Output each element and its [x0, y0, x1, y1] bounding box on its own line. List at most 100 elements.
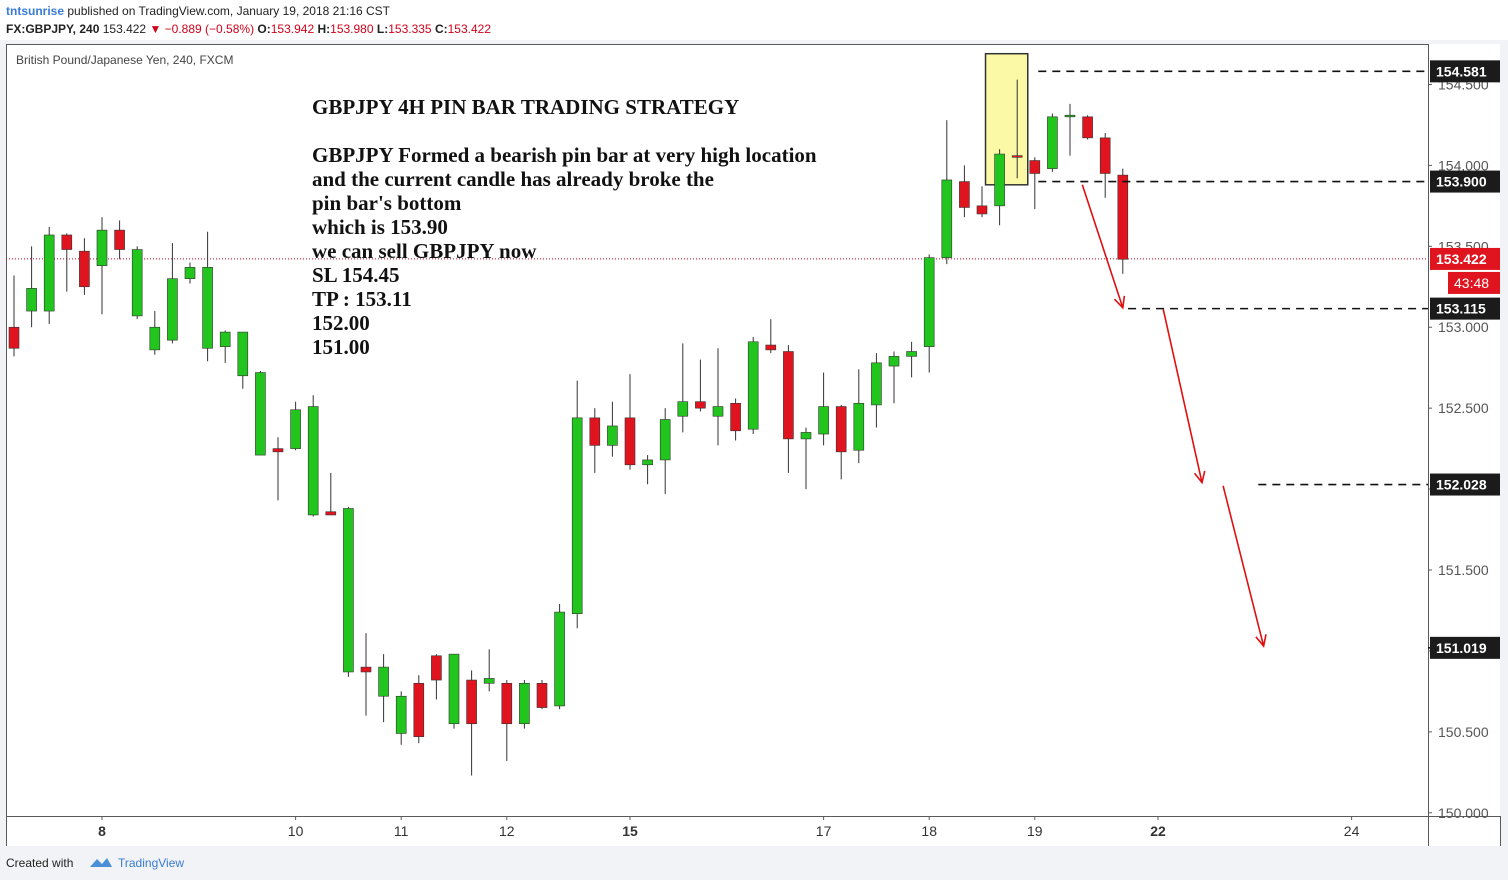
candle-body: [624, 417, 636, 466]
annotation-line: 152.00: [312, 311, 370, 335]
level-label-box: [1430, 473, 1500, 496]
candle-body: [1099, 137, 1111, 174]
candle-body: [483, 678, 495, 684]
arrow-head: [1255, 634, 1267, 648]
candle-body: [589, 417, 601, 446]
level-label: 153.900: [1436, 174, 1487, 190]
candle-body: [325, 511, 337, 516]
created-with-text: Created with: [6, 856, 74, 870]
candle-body: [448, 653, 460, 725]
candle-body: [730, 402, 741, 432]
candle-body: [888, 356, 900, 367]
candle-body: [1082, 116, 1093, 139]
open-value: 153.942: [270, 22, 315, 36]
time-axis-pane: [6, 816, 1500, 846]
annotation-line: pin bar's bottom: [312, 191, 462, 215]
candle-body: [659, 419, 671, 461]
level-label: 153.422: [1436, 251, 1487, 267]
candle-body: [1047, 116, 1058, 169]
price-change: ▼ −0.889 (−0.58%): [149, 22, 255, 36]
pin-bar-highlight: [984, 52, 1029, 186]
candle-body: [871, 362, 882, 406]
candle-body: [184, 267, 196, 279]
annotation-line: 151.00: [312, 335, 370, 359]
annotation-line: SL 154.45: [312, 263, 400, 287]
level-label: 151.019: [1436, 640, 1487, 656]
tradingview-brand-link[interactable]: TradingView: [118, 856, 185, 870]
candle-body: [96, 229, 108, 267]
level-label-box: [1430, 297, 1500, 320]
x-tick-label: 22: [1150, 823, 1166, 839]
high-label: H:: [317, 22, 331, 36]
candle-body: [554, 611, 565, 707]
candle-body: [765, 344, 777, 351]
instrument-label: British Pound/Japanese Yen, 240, FXCM: [16, 53, 233, 67]
y-tick-label: 154.000: [1438, 157, 1489, 173]
level-label: 153.115: [1436, 301, 1486, 317]
annotation-line: we can sell GBPJPY now: [312, 239, 537, 263]
x-tick-label: 18: [921, 823, 937, 839]
candle-body: [167, 278, 178, 341]
candle-body: [26, 288, 37, 312]
x-tick-label: 19: [1027, 823, 1043, 839]
candle-body: [835, 406, 847, 453]
footer: Created with TradingView: [0, 846, 1508, 880]
candle-body: [114, 229, 125, 250]
candle-body: [237, 331, 249, 377]
time-axis-border: [6, 816, 1501, 846]
candle-body: [1064, 114, 1076, 118]
candle-body: [255, 372, 266, 456]
x-tick-label: 8: [98, 823, 106, 839]
annotation-line: TP : 153.11: [312, 287, 412, 311]
last-price: 153.422: [102, 22, 147, 36]
x-tick-label: 24: [1344, 823, 1360, 839]
level-label-box: [1430, 247, 1500, 270]
author-link[interactable]: tntsunrise: [6, 4, 65, 18]
candle-body: [976, 205, 988, 215]
candle-body: [941, 179, 953, 258]
candle-body: [466, 679, 477, 725]
level-label-box: [1430, 60, 1500, 83]
candle-body: [571, 417, 583, 614]
candle-body: [61, 234, 73, 250]
x-tick-label: 15: [622, 823, 638, 839]
candle-body: [378, 666, 389, 697]
trade-arrow: [1222, 485, 1265, 647]
low-value: 153.335: [388, 22, 432, 36]
candle-body: [8, 326, 20, 349]
candle-body: [853, 402, 865, 451]
candle-body: [307, 406, 319, 516]
annotation-line: which is 153.90: [312, 215, 448, 239]
candle-body: [959, 181, 970, 208]
symbol-ohlc-line: FX:GBPJPY, 240 153.422 ▼ −0.889 (−0.58%)…: [6, 22, 491, 36]
candle-body: [695, 401, 706, 409]
publish-text: published on TradingView.com, January 19…: [64, 4, 391, 18]
open-label: O:: [257, 22, 271, 36]
level-label-box: [1430, 170, 1500, 193]
candle-body: [800, 432, 812, 440]
chart-header: tntsunrise published on TradingView.com,…: [0, 0, 1508, 40]
candle-body: [519, 682, 530, 725]
candle-body: [149, 326, 161, 351]
candle-body: [395, 695, 407, 734]
candle-body: [219, 331, 231, 347]
y-tick-label: 150.500: [1438, 724, 1489, 740]
level-label: 154.581: [1436, 63, 1487, 79]
y-tick-label: 150.000: [1438, 805, 1489, 821]
x-tick-label: 11: [394, 823, 409, 839]
candle-body: [202, 267, 213, 349]
arrow-head: [1193, 470, 1206, 485]
candle-body: [607, 425, 618, 446]
candle-body: [1011, 155, 1023, 158]
countdown-box: [1448, 271, 1500, 294]
trade-arrow: [1081, 184, 1124, 309]
candle-body: [712, 406, 724, 417]
candle-body: [536, 682, 548, 708]
high-value: 153.980: [330, 22, 374, 36]
candlestick-chart[interactable]: British Pound/Japanese Yen, 240, FXCM 150…: [0, 0, 1508, 846]
trade-arrow: [1162, 309, 1203, 483]
publish-info: tntsunrise published on TradingView.com,…: [6, 4, 390, 18]
symbol-label[interactable]: FX:GBPJPY, 240: [6, 22, 100, 36]
candle-body: [343, 508, 354, 673]
annotation-title: GBPJPY 4H PIN BAR TRADING STRATEGY: [312, 95, 739, 119]
